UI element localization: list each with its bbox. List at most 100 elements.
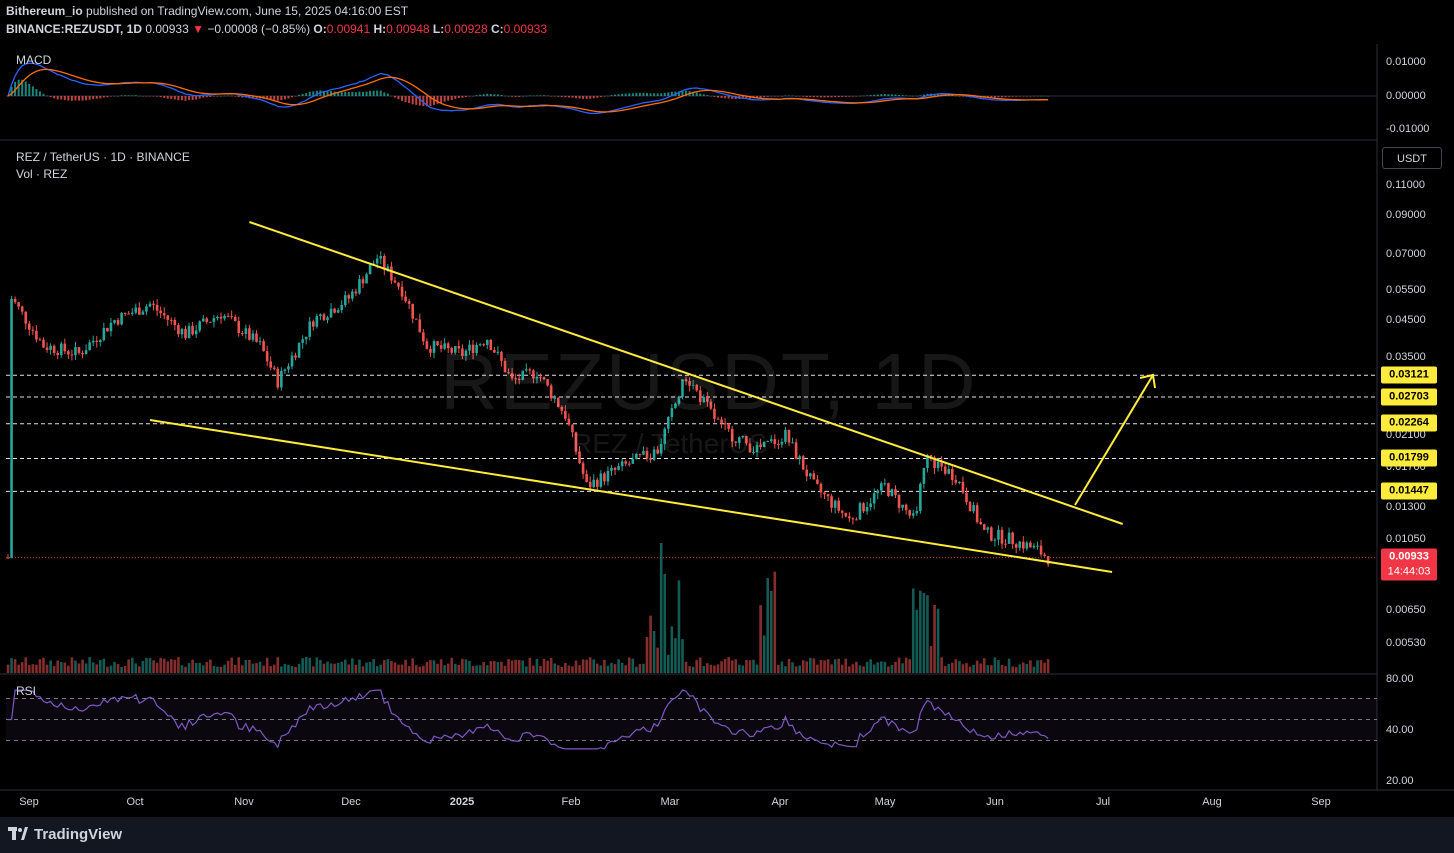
macd-histogram-bar — [837, 96, 840, 98]
candle-body — [340, 305, 343, 311]
time-tick: Nov — [234, 796, 254, 808]
macd-histogram-bar — [958, 96, 961, 97]
macd-histogram-bar — [472, 95, 475, 97]
macd-histogram-bar — [553, 96, 556, 97]
macd-histogram-bar — [557, 96, 560, 97]
low-value: 0.00928 — [444, 22, 488, 36]
macd-histogram-bar — [546, 95, 549, 97]
candle-body — [120, 312, 123, 325]
macd-histogram-bar — [266, 96, 269, 100]
macd-histogram-bar — [851, 96, 854, 97]
candle-body — [794, 442, 798, 459]
macd-histogram-bar — [35, 89, 38, 96]
volume-bar — [663, 574, 667, 673]
candle-body — [670, 408, 674, 417]
volume-bar — [432, 660, 436, 673]
volume-bar — [911, 588, 915, 673]
volume-bar — [752, 659, 755, 673]
price-tick: 0.09000 — [1386, 209, 1426, 221]
volume-bar — [706, 663, 709, 673]
candle-body — [343, 295, 347, 306]
volume-bar — [542, 658, 546, 673]
volume-bar — [10, 658, 13, 673]
candle-body — [230, 316, 233, 318]
candle-body — [596, 479, 599, 487]
volume-bar — [67, 665, 70, 673]
macd-histogram-bar — [582, 96, 585, 99]
volume-bar — [333, 663, 336, 673]
volume-label[interactable]: Vol · REZ — [16, 167, 68, 181]
time-tick: 2025 — [449, 796, 475, 808]
macd-histogram-bar — [866, 95, 869, 96]
candle-body — [564, 410, 567, 419]
volume-bar — [897, 657, 901, 673]
publisher-name[interactable]: Bithereum_io — [6, 4, 83, 18]
volume-bar — [1018, 664, 1022, 673]
macd-histogram-bar — [209, 96, 212, 97]
volume-bar — [510, 660, 514, 673]
volume-bar — [212, 665, 216, 673]
volume-bar — [130, 657, 134, 673]
macd-histogram-bar — [127, 95, 130, 96]
candle-body — [429, 348, 432, 353]
level-label[interactable]: 0.01799 — [1381, 449, 1437, 467]
macd-histogram-bar — [628, 93, 631, 96]
candle-body — [297, 342, 301, 358]
candle-body — [581, 463, 585, 474]
candle-body — [290, 355, 294, 367]
currency-button[interactable]: USDT — [1382, 147, 1442, 169]
macd-histogram-bar — [92, 96, 95, 100]
candle-body — [180, 328, 184, 335]
macd-histogram-bar — [535, 95, 538, 96]
candle-body — [272, 367, 276, 369]
candle-body — [393, 280, 397, 283]
rsi-tick: 80.00 — [1386, 673, 1414, 685]
volume-bar — [134, 663, 138, 673]
candle-body — [379, 256, 383, 259]
macd-histogram-bar — [7, 96, 9, 97]
volume-bar — [869, 659, 872, 673]
candle-body — [880, 483, 883, 491]
volume-bar — [862, 666, 865, 673]
candle-body — [698, 390, 702, 403]
candle-body — [748, 443, 752, 453]
macd-histogram-bar — [291, 96, 293, 98]
symbol-interval[interactable]: BINANCE:REZUSDT, 1D — [6, 22, 143, 36]
candle-body — [972, 505, 975, 512]
candle-body — [993, 539, 997, 541]
volume-bar — [794, 666, 798, 673]
level-label[interactable]: 0.03121 — [1381, 366, 1437, 384]
macd-histogram-bar — [216, 96, 219, 97]
macd-histogram-bar — [131, 95, 134, 96]
price-pane-title[interactable]: REZ / TetherUS · 1D · BINANCE — [16, 150, 190, 164]
candle-body — [38, 339, 42, 341]
macd-histogram-bar — [908, 95, 911, 97]
macd-tick: 0.01000 — [1386, 56, 1426, 68]
candle-body — [769, 439, 773, 442]
rsi-label[interactable]: RSI — [16, 684, 37, 698]
macd-histogram-bar — [251, 96, 254, 99]
macd-histogram-bar — [379, 90, 382, 96]
volume-bar — [627, 657, 631, 673]
volume-bar — [496, 661, 500, 673]
candle-body — [333, 308, 336, 313]
macd-histogram-bar — [117, 96, 120, 97]
candle-body — [862, 503, 865, 512]
macd-histogram-bar — [308, 91, 311, 96]
volume-bar — [599, 665, 603, 673]
macd-histogram-bar — [685, 90, 688, 96]
level-label[interactable]: 0.01447 — [1381, 482, 1437, 500]
tradingview-logo[interactable]: TradingView — [8, 826, 122, 843]
level-label[interactable]: 0.02703 — [1381, 388, 1437, 406]
level-label[interactable]: 0.02264 — [1381, 414, 1437, 432]
macd-histogram-bar — [365, 91, 368, 96]
macd-histogram-bar — [220, 95, 222, 97]
macd-label[interactable]: MACD — [16, 53, 52, 67]
macd-histogram-bar — [109, 96, 112, 97]
macd-histogram-bar — [702, 94, 705, 96]
volume-bar — [482, 662, 485, 673]
volume-bar — [471, 665, 475, 673]
macd-histogram-bar — [14, 81, 17, 96]
candle-body — [507, 372, 510, 374]
